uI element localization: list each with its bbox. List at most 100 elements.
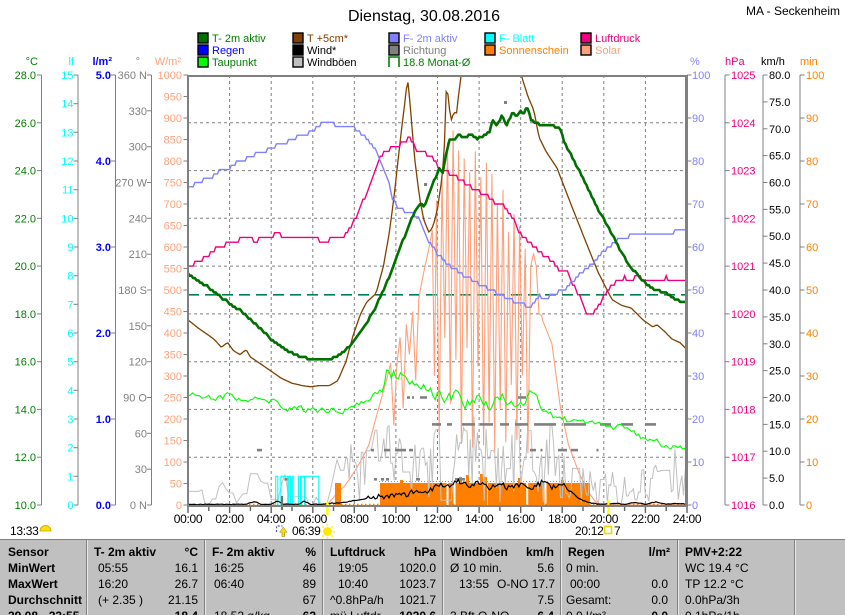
svg-text:02:00: 02:00: [215, 512, 244, 526]
svg-text:1.0: 1.0: [96, 414, 111, 426]
svg-text:0 N: 0 N: [130, 500, 147, 512]
svg-text:hPa: hPa: [725, 56, 745, 68]
svg-text:550: 550: [164, 264, 182, 276]
svg-text:0: 0: [692, 500, 698, 512]
svg-text:9: 9: [67, 242, 73, 254]
svg-text:55.0: 55.0: [769, 204, 790, 216]
svg-text:30.0: 30.0: [769, 339, 790, 351]
svg-text:80.0: 80.0: [769, 70, 790, 82]
svg-text:30: 30: [135, 464, 147, 476]
svg-text:1019: 1019: [731, 357, 755, 369]
svg-text:1018: 1018: [731, 404, 755, 416]
svg-text:12:00: 12:00: [423, 512, 452, 526]
svg-text:15.0: 15.0: [769, 419, 790, 431]
svg-text:l/m²: l/m²: [92, 56, 112, 68]
svg-text:4.0: 4.0: [96, 156, 111, 168]
svg-text:10: 10: [61, 213, 73, 225]
svg-text:24:00: 24:00: [673, 512, 702, 526]
svg-text:12: 12: [61, 156, 73, 168]
svg-text:00:00: 00:00: [174, 512, 203, 526]
svg-text:Richtung: Richtung: [403, 45, 446, 57]
svg-text:200: 200: [164, 414, 182, 426]
svg-text:650: 650: [164, 221, 182, 233]
svg-text:500: 500: [164, 285, 182, 297]
svg-text:22:00: 22:00: [631, 512, 660, 526]
svg-text:06:39: 06:39: [292, 524, 321, 538]
svg-text:13:33: 13:33: [10, 524, 39, 538]
svg-text:20:12: 20:12: [575, 524, 604, 538]
svg-text:28.0: 28.0: [15, 70, 36, 82]
svg-text:16.0: 16.0: [15, 357, 36, 369]
svg-text:6: 6: [67, 328, 73, 340]
svg-text:%: %: [690, 56, 700, 68]
svg-text:3.0: 3.0: [96, 242, 111, 254]
svg-text:12.0: 12.0: [15, 452, 36, 464]
svg-text:Solar: Solar: [595, 45, 621, 57]
svg-text:7: 7: [614, 524, 621, 538]
svg-text:8: 8: [67, 271, 73, 283]
svg-text:Taupunkt: Taupunkt: [212, 57, 257, 69]
svg-text:80: 80: [806, 156, 818, 168]
svg-text:30: 30: [692, 371, 704, 383]
svg-text:1022: 1022: [731, 213, 755, 225]
svg-text:900: 900: [164, 113, 182, 125]
svg-text:700: 700: [164, 199, 182, 211]
svg-text:180 S: 180 S: [118, 285, 147, 297]
svg-text:T +5cm*: T +5cm*: [307, 33, 349, 45]
svg-text:60.0: 60.0: [769, 178, 790, 190]
svg-text:300: 300: [164, 371, 182, 383]
svg-text:10: 10: [806, 457, 818, 469]
svg-text:°: °: [136, 56, 140, 68]
svg-text:50: 50: [170, 479, 182, 491]
svg-text:F- Blatt: F- Blatt: [499, 33, 534, 45]
svg-text:5.0: 5.0: [769, 473, 784, 485]
svg-text:10.0: 10.0: [15, 500, 36, 512]
svg-text:100: 100: [806, 70, 824, 82]
svg-text:50.0: 50.0: [769, 231, 790, 243]
svg-text:Wind*: Wind*: [307, 45, 337, 57]
svg-text:16:00: 16:00: [506, 512, 535, 526]
svg-text:km/h: km/h: [761, 56, 785, 68]
svg-text:70: 70: [692, 199, 704, 211]
svg-text:1025: 1025: [731, 70, 755, 82]
svg-text:60: 60: [135, 428, 147, 440]
svg-text:1017: 1017: [731, 452, 755, 464]
svg-text:80: 80: [692, 156, 704, 168]
svg-text:45.0: 45.0: [769, 258, 790, 270]
svg-text:26.0: 26.0: [15, 118, 36, 130]
svg-text:W/m²: W/m²: [155, 56, 182, 68]
svg-text:3: 3: [67, 414, 73, 426]
svg-text:Dienstag, 30.08.2016: Dienstag, 30.08.2016: [348, 8, 500, 25]
svg-text:06:00: 06:00: [298, 512, 327, 526]
svg-text:100: 100: [692, 70, 710, 82]
svg-text:400: 400: [164, 328, 182, 340]
svg-text:60: 60: [692, 242, 704, 254]
svg-text:18.8 Monat-Ø: 18.8 Monat-Ø: [403, 57, 471, 69]
svg-text:50: 50: [806, 285, 818, 297]
svg-text:5.0: 5.0: [96, 70, 111, 82]
svg-text:600: 600: [164, 242, 182, 254]
svg-text:50: 50: [692, 285, 704, 297]
svg-text:35.0: 35.0: [769, 312, 790, 324]
svg-text:1016: 1016: [731, 500, 755, 512]
svg-text:4: 4: [67, 385, 73, 397]
svg-text:60: 60: [806, 242, 818, 254]
svg-text:0: 0: [176, 500, 182, 512]
svg-text:Luftdruck: Luftdruck: [595, 33, 641, 45]
svg-text:1021: 1021: [731, 261, 755, 273]
svg-text:1: 1: [67, 471, 73, 483]
svg-text:20.0: 20.0: [15, 261, 36, 273]
svg-text:90: 90: [806, 113, 818, 125]
svg-text:25.0: 25.0: [769, 366, 790, 378]
svg-text:5: 5: [67, 357, 73, 369]
svg-text:10: 10: [692, 457, 704, 469]
svg-text:13: 13: [61, 127, 73, 139]
svg-text:240: 240: [129, 213, 147, 225]
svg-text:2.0: 2.0: [96, 328, 111, 340]
svg-text:Sonnenschein: Sonnenschein: [499, 45, 569, 57]
svg-text:90 O: 90 O: [123, 393, 147, 405]
svg-text:°C: °C: [26, 56, 38, 68]
svg-text:24.0: 24.0: [15, 166, 36, 178]
svg-text:850: 850: [164, 135, 182, 147]
svg-text:75.0: 75.0: [769, 97, 790, 109]
